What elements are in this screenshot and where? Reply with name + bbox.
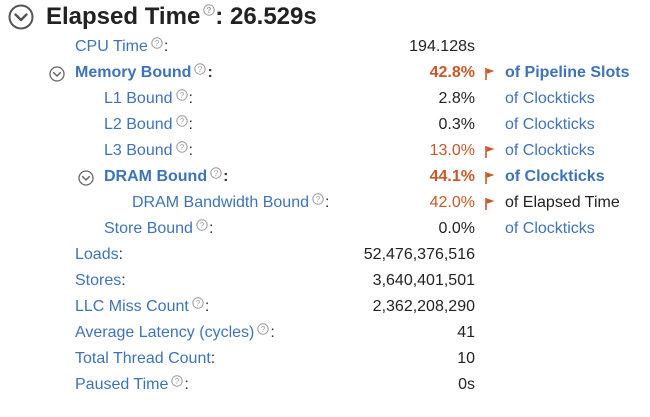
metric-unit: of Pipeline Slots <box>505 64 630 81</box>
metric-value: 10 <box>457 350 475 367</box>
row-llc-miss-count: LLC Miss Count?: 2,362,208,290 <box>0 294 650 320</box>
metric-value: 0s <box>458 376 475 393</box>
metric-label[interactable]: Paused Time?: <box>75 375 189 393</box>
red-flag-icon <box>485 172 495 184</box>
metric-value: 41 <box>457 324 475 341</box>
title-label: Elapsed Time <box>46 3 201 30</box>
red-flag-icon <box>485 68 495 80</box>
help-icon[interactable]: ? <box>175 141 188 153</box>
help-icon[interactable]: ? <box>312 193 324 205</box>
help-icon[interactable]: ? <box>192 297 204 309</box>
metric-value: 42.0% <box>429 194 475 211</box>
metric-unit: of Clockticks <box>505 220 595 237</box>
row-memory-bound: Memory Bound?: 42.8% of Pipeline Slots <box>0 60 650 86</box>
metric-value: 2.8% <box>438 90 475 107</box>
title-value: 26.529s <box>229 3 317 30</box>
svg-text:?: ? <box>175 377 180 386</box>
metric-value: 42.8% <box>429 64 475 81</box>
chevron-circle-icon[interactable] <box>49 66 65 82</box>
row-stores: Stores: 3,640,401,501 <box>0 268 650 294</box>
metric-label[interactable]: Loads: <box>75 246 124 263</box>
metric-label[interactable]: Total Thread Count: <box>75 350 216 367</box>
svg-text:?: ? <box>316 195 321 204</box>
metric-label[interactable]: Memory Bound?: <box>75 63 213 81</box>
metric-value: 3,640,401,501 <box>372 272 475 289</box>
row-l2-bound: L2 Bound?: 0.3% of Clockticks <box>0 112 650 138</box>
row-cpu-time: CPU Time?: 194.128s <box>0 34 650 60</box>
row-total-thread-count: Total Thread Count: 10 <box>0 346 650 372</box>
svg-text:?: ? <box>261 325 266 334</box>
metric-value: 0.0% <box>438 220 475 237</box>
metric-value: 13.0% <box>429 142 475 159</box>
metric-unit: of Clockticks <box>505 142 595 159</box>
svg-text:?: ? <box>155 39 160 48</box>
chevron-circle-icon[interactable] <box>78 170 94 186</box>
help-icon[interactable]: ? <box>194 63 207 75</box>
svg-text:?: ? <box>198 65 203 74</box>
row-dram-bandwidth-bound: DRAM Bandwidth Bound?: 42.0% of Elapsed … <box>0 190 650 216</box>
row-loads: Loads: 52,476,376,516 <box>0 242 650 268</box>
metric-label[interactable]: Stores: <box>75 272 126 289</box>
svg-text:?: ? <box>196 299 201 308</box>
row-store-bound: Store Bound?: 0.0% of Clockticks <box>0 216 650 242</box>
page-title: Elapsed Time?: 26.529s <box>46 3 317 31</box>
elapsed-time-header: Elapsed Time?: 26.529s <box>8 0 317 34</box>
metric-label[interactable]: L3 Bound?: <box>104 141 193 159</box>
title-separator: : <box>215 3 224 30</box>
svg-text:?: ? <box>179 143 184 152</box>
help-icon[interactable]: ? <box>196 219 208 231</box>
metric-unit: of Elapsed Time <box>505 194 620 211</box>
metric-label[interactable]: DRAM Bound?: <box>104 167 229 185</box>
help-icon[interactable]: ? <box>210 167 222 179</box>
metric-label[interactable]: LLC Miss Count?: <box>75 297 210 315</box>
svg-text:?: ? <box>179 91 184 100</box>
help-icon[interactable]: ? <box>203 4 215 16</box>
metric-value: 2,362,208,290 <box>372 298 475 315</box>
row-l1-bound: L1 Bound?: 2.8% of Clockticks <box>0 86 650 112</box>
row-dram-bound: DRAM Bound?: 44.1% of Clockticks <box>0 164 650 190</box>
red-flag-icon <box>485 146 495 158</box>
metric-label[interactable]: L1 Bound?: <box>104 89 193 107</box>
metric-label[interactable]: Average Latency (cycles)?: <box>75 323 275 341</box>
metric-label[interactable]: L2 Bound?: <box>104 115 193 133</box>
svg-text:?: ? <box>214 169 219 178</box>
help-icon[interactable]: ? <box>151 37 163 49</box>
metric-value: 52,476,376,516 <box>363 246 475 263</box>
svg-text:?: ? <box>200 221 205 230</box>
svg-text:?: ? <box>207 6 212 15</box>
metric-value: 194.128s <box>409 38 475 55</box>
metric-value: 44.1% <box>429 168 475 185</box>
metric-value: 0.3% <box>438 116 475 133</box>
row-average-latency: Average Latency (cycles)?: 41 <box>0 320 650 346</box>
metric-unit: of Clockticks <box>505 90 595 107</box>
metric-unit: of Clockticks <box>505 116 595 133</box>
help-icon[interactable]: ? <box>175 89 188 101</box>
help-icon[interactable]: ? <box>175 115 188 127</box>
chevron-circle-icon[interactable] <box>8 4 34 30</box>
row-l3-bound: L3 Bound?: 13.0% of Clockticks <box>0 138 650 164</box>
metric-label[interactable]: Store Bound?: <box>104 219 214 237</box>
row-paused-time: Paused Time?: 0s <box>0 372 650 398</box>
metric-label[interactable]: CPU Time?: <box>75 37 169 55</box>
help-icon[interactable]: ? <box>171 375 184 387</box>
svg-text:?: ? <box>179 117 184 126</box>
metric-label[interactable]: DRAM Bandwidth Bound?: <box>132 193 330 211</box>
red-flag-icon <box>485 198 495 210</box>
help-icon[interactable]: ? <box>257 323 270 335</box>
metric-unit: of Clockticks <box>505 168 605 185</box>
